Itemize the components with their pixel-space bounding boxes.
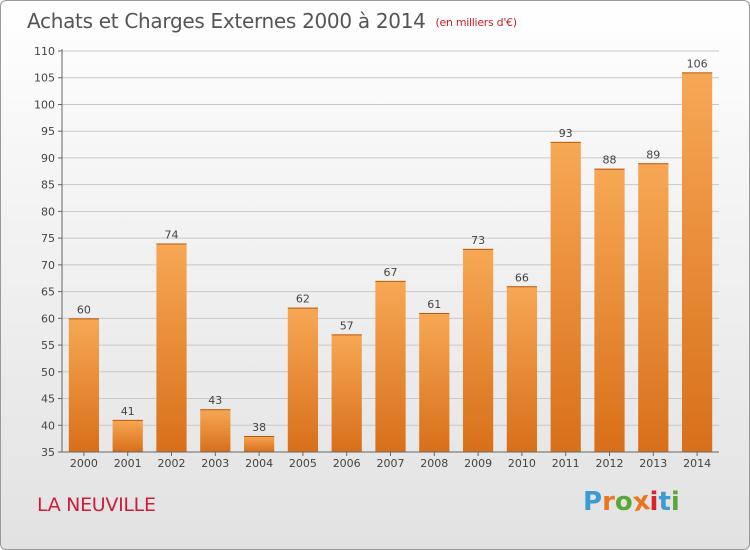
y-tick-label: 110 [34,45,55,58]
data-label-2012: 88 [603,154,617,167]
x-tick-label-2002: 2002 [158,457,186,470]
y-tick-label: 70 [41,259,55,272]
proxiti-logo: Proxiti [583,485,680,519]
y-tick-label: 90 [41,152,55,165]
bar-2003 [200,409,231,452]
x-axis-ticks: 2000 2001 2002 2003 2004 2005 2006 2007 2008 2009… [70,452,711,470]
data-label-2010: 66 [515,271,529,284]
x-tick-label-2005: 2005 [289,457,317,470]
logo-letter: P [583,487,603,517]
data-label-2008: 61 [427,298,441,311]
logo-letter: x [630,485,652,519]
x-tick-label-2010: 2010 [508,457,536,470]
x-tick-label-2003: 2003 [201,457,229,470]
bar-2001 [112,419,143,452]
bar-2010 [506,286,538,452]
x-tick-label-2004: 2004 [245,457,273,470]
bar-2011 [550,141,581,453]
data-label-2014: 106 [687,57,708,70]
y-tick-label: 35 [41,446,55,459]
data-label-2003: 43 [208,394,222,407]
logo-letter: i [649,487,659,517]
bar-2013 [638,163,669,452]
x-tick-label-2001: 2001 [114,457,142,470]
bar-2006 [331,334,362,452]
y-tick-label: 65 [41,286,55,299]
y-tick-label: 105 [34,72,55,85]
x-tick-label-2009: 2009 [464,457,492,470]
bars [68,72,713,453]
x-tick-label-2000: 2000 [70,457,98,470]
logo-letter: o [614,487,633,517]
x-tick-label-2008: 2008 [420,457,448,470]
bar-2008 [419,312,450,452]
data-labels: 60 41 74 43 38 62 57 67 61 73 66 93 88 89 106 [77,57,708,434]
data-label-2005: 62 [296,293,310,306]
data-label-2002: 74 [165,228,179,241]
x-tick-label-2011: 2011 [552,457,580,470]
logo-letter: t [658,487,671,517]
data-label-2000: 60 [77,303,91,316]
bar-2009 [462,248,494,452]
x-tick-label-2012: 2012 [596,457,624,470]
chart-title: Achats et Charges Externes 2000 à 2014 (e… [27,9,517,33]
data-label-2009: 73 [471,234,485,247]
bar-2004 [243,435,275,452]
bar-2012 [594,168,625,453]
y-tick-label: 85 [41,179,55,192]
logo-letter: r [602,487,615,517]
y-tick-label: 60 [41,312,55,325]
x-tick-label-2006: 2006 [333,457,361,470]
data-label-2006: 57 [340,319,354,332]
data-label-2013: 89 [646,148,660,161]
chart-subtitle: (en milliers d'€) [435,16,517,29]
bar-2005 [287,307,319,452]
data-label-2004: 38 [252,421,266,434]
bar-2002 [156,243,187,452]
y-tick-label: 55 [41,339,55,352]
chart-title-text: Achats et Charges Externes 2000 à 2014 [27,9,426,33]
bar-2014 [681,72,713,453]
place-name: LA NEUVILLE [37,494,156,516]
y-tick-label: 50 [41,366,55,379]
bar-2000 [68,318,100,452]
y-tick-label: 40 [41,419,55,432]
x-tick-label-2013: 2013 [639,457,667,470]
y-tick-label: 45 [41,393,55,406]
logo-letter: i [670,487,680,517]
y-tick-label: 95 [41,125,55,138]
data-label-2007: 67 [384,266,398,279]
y-tick-label: 100 [34,98,55,111]
bar-2007 [375,280,406,452]
y-axis-ticks: 35 40 45 50 55 60 65 70 75 80 85 90 95 100 105 110 [34,45,62,459]
data-label-2011: 93 [559,127,573,140]
y-tick-label: 80 [41,205,55,218]
data-label-2001: 41 [121,405,135,418]
y-tick-label: 75 [41,232,55,245]
x-tick-label-2014: 2014 [683,457,711,470]
x-tick-label-2007: 2007 [377,457,405,470]
